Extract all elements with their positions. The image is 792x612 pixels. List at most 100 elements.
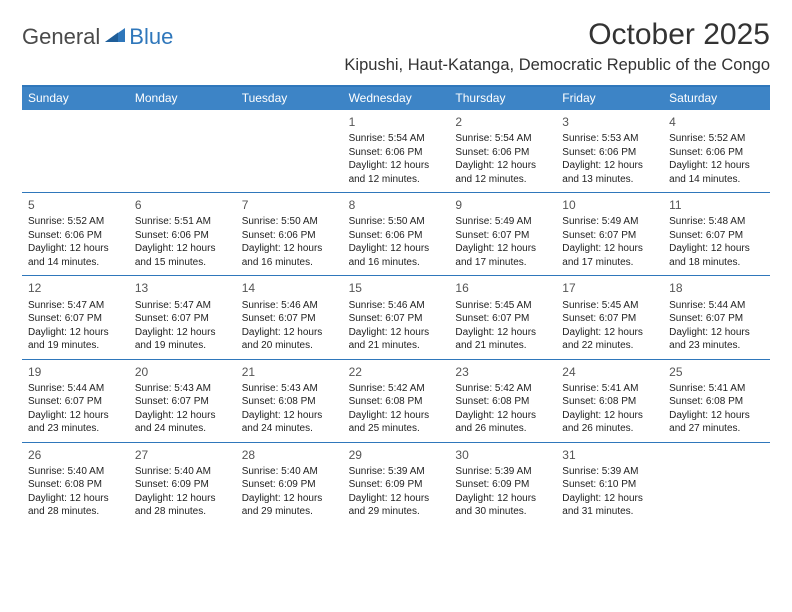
daylight-line: Daylight: 12 hours and 20 minutes. [242, 326, 337, 353]
sunset-line: Sunset: 6:09 PM [455, 478, 550, 492]
daylight-line: Daylight: 12 hours and 23 minutes. [669, 326, 764, 353]
sunset-line: Sunset: 6:08 PM [349, 395, 444, 409]
day-number: 28 [242, 447, 337, 463]
sunrise-line: Sunrise: 5:42 AM [349, 382, 444, 396]
sunset-line: Sunset: 6:10 PM [562, 478, 657, 492]
day-cell: 16Sunrise: 5:45 AMSunset: 6:07 PMDayligh… [449, 276, 556, 358]
brand-part2: Blue [129, 24, 173, 50]
sunrise-line: Sunrise: 5:40 AM [135, 465, 230, 479]
day-number: 7 [242, 197, 337, 213]
daylight-line: Daylight: 12 hours and 29 minutes. [349, 492, 444, 519]
daylight-line: Daylight: 12 hours and 18 minutes. [669, 242, 764, 269]
day-number: 24 [562, 364, 657, 380]
day-number: 21 [242, 364, 337, 380]
day-cell: 18Sunrise: 5:44 AMSunset: 6:07 PMDayligh… [663, 276, 770, 358]
day-cell: 21Sunrise: 5:43 AMSunset: 6:08 PMDayligh… [236, 360, 343, 442]
sunrise-line: Sunrise: 5:46 AM [242, 299, 337, 313]
daylight-line: Daylight: 12 hours and 12 minutes. [349, 159, 444, 186]
daylight-line: Daylight: 12 hours and 28 minutes. [135, 492, 230, 519]
sunset-line: Sunset: 6:06 PM [669, 146, 764, 160]
sunset-line: Sunset: 6:07 PM [135, 395, 230, 409]
logo-triangle-icon [105, 26, 127, 49]
day-number: 20 [135, 364, 230, 380]
sunset-line: Sunset: 6:07 PM [28, 395, 123, 409]
sunset-line: Sunset: 6:07 PM [562, 229, 657, 243]
sunrise-line: Sunrise: 5:50 AM [242, 215, 337, 229]
day-cell: 8Sunrise: 5:50 AMSunset: 6:06 PMDaylight… [343, 193, 450, 275]
day-number: 8 [349, 197, 444, 213]
daylight-line: Daylight: 12 hours and 21 minutes. [455, 326, 550, 353]
sunrise-line: Sunrise: 5:51 AM [135, 215, 230, 229]
sunset-line: Sunset: 6:06 PM [28, 229, 123, 243]
day-cell: 7Sunrise: 5:50 AMSunset: 6:06 PMDaylight… [236, 193, 343, 275]
dow-cell: Saturday [663, 87, 770, 110]
sunset-line: Sunset: 6:08 PM [242, 395, 337, 409]
day-number: 11 [669, 197, 764, 213]
daylight-line: Daylight: 12 hours and 29 minutes. [242, 492, 337, 519]
dow-cell: Wednesday [343, 87, 450, 110]
day-number: 2 [455, 114, 550, 130]
day-number: 22 [349, 364, 444, 380]
day-cell: 19Sunrise: 5:44 AMSunset: 6:07 PMDayligh… [22, 360, 129, 442]
day-cell: 24 Sunrise: 5:41 AMSunset: 6:08 PMDayligh… [556, 360, 663, 442]
sunset-line: Sunset: 6:07 PM [669, 229, 764, 243]
day-number: 6 [135, 197, 230, 213]
sunset-line: Sunset: 6:09 PM [349, 478, 444, 492]
day-number: 27 [135, 447, 230, 463]
daylight-line: Daylight: 12 hours and 27 minutes. [669, 409, 764, 436]
calendar-grid: SundayMondayTuesdayWednesdayThursdayFrid… [22, 85, 770, 525]
day-cell: 27Sunrise: 5:40 AMSunset: 6:09 PMDayligh… [129, 443, 236, 525]
week-row: 19Sunrise: 5:44 AMSunset: 6:07 PMDayligh… [22, 360, 770, 443]
day-cell: 29 Sunrise: 5:39 AMSunset: 6:09 PMDayligh… [343, 443, 450, 525]
day-number: 12 [28, 280, 123, 296]
sunset-line: Sunset: 6:06 PM [242, 229, 337, 243]
day-number: 23 [455, 364, 550, 380]
week-row: 5Sunrise: 5:52 AMSunset: 6:06 PMDaylight… [22, 193, 770, 276]
day-number: 30 [455, 447, 550, 463]
day-number: 26 [28, 447, 123, 463]
sunrise-line: Sunrise: 5:39 AM [349, 465, 444, 479]
day-cell [129, 110, 236, 192]
day-number: 29 [349, 447, 444, 463]
daylight-line: Daylight: 12 hours and 19 minutes. [28, 326, 123, 353]
sunrise-line: Sunrise: 5:47 AM [135, 299, 230, 313]
day-number: 18 [669, 280, 764, 296]
calendar-page: General Blue October 2025 Kipushi, Haut-… [0, 0, 792, 535]
daylight-line: Daylight: 12 hours and 26 minutes. [562, 409, 657, 436]
dow-cell: Thursday [449, 87, 556, 110]
daylight-line: Daylight: 12 hours and 16 minutes. [349, 242, 444, 269]
sunset-line: Sunset: 6:08 PM [28, 478, 123, 492]
daylight-line: Daylight: 12 hours and 23 minutes. [28, 409, 123, 436]
sunset-line: Sunset: 6:06 PM [349, 229, 444, 243]
sunrise-line: Sunrise: 5:39 AM [455, 465, 550, 479]
day-cell: 10Sunrise: 5:49 AMSunset: 6:07 PMDayligh… [556, 193, 663, 275]
sunrise-line: Sunrise: 5:49 AM [455, 215, 550, 229]
sunset-line: Sunset: 6:07 PM [28, 312, 123, 326]
day-cell: 6Sunrise: 5:51 AMSunset: 6:06 PMDaylight… [129, 193, 236, 275]
sunrise-line: Sunrise: 5:45 AM [562, 299, 657, 313]
day-cell: 1Sunrise: 5:54 AMSunset: 6:06 PMDaylight… [343, 110, 450, 192]
day-cell: 30Sunrise: 5:39 AMSunset: 6:09 PMDayligh… [449, 443, 556, 525]
brand-logo: General Blue [22, 18, 173, 50]
day-number: 5 [28, 197, 123, 213]
dow-cell: Tuesday [236, 87, 343, 110]
sunset-line: Sunset: 6:06 PM [455, 146, 550, 160]
sunset-line: Sunset: 6:07 PM [455, 312, 550, 326]
sunrise-line: Sunrise: 5:41 AM [562, 382, 657, 396]
daylight-line: Daylight: 12 hours and 15 minutes. [135, 242, 230, 269]
day-cell: 22Sunrise: 5:42 AMSunset: 6:08 PMDayligh… [343, 360, 450, 442]
sunrise-line: Sunrise: 5:41 AM [669, 382, 764, 396]
header: General Blue October 2025 Kipushi, Haut-… [22, 18, 770, 75]
daylight-line: Daylight: 12 hours and 24 minutes. [135, 409, 230, 436]
day-number: 25 [669, 364, 764, 380]
sunrise-line: Sunrise: 5:52 AM [28, 215, 123, 229]
day-cell [236, 110, 343, 192]
sunrise-line: Sunrise: 5:44 AM [669, 299, 764, 313]
day-cell: 20Sunrise: 5:43 AMSunset: 6:07 PMDayligh… [129, 360, 236, 442]
sunrise-line: Sunrise: 5:54 AM [349, 132, 444, 146]
daylight-line: Daylight: 12 hours and 14 minutes. [28, 242, 123, 269]
sunset-line: Sunset: 6:07 PM [349, 312, 444, 326]
day-number: 14 [242, 280, 337, 296]
sunset-line: Sunset: 6:08 PM [562, 395, 657, 409]
sunrise-line: Sunrise: 5:52 AM [669, 132, 764, 146]
